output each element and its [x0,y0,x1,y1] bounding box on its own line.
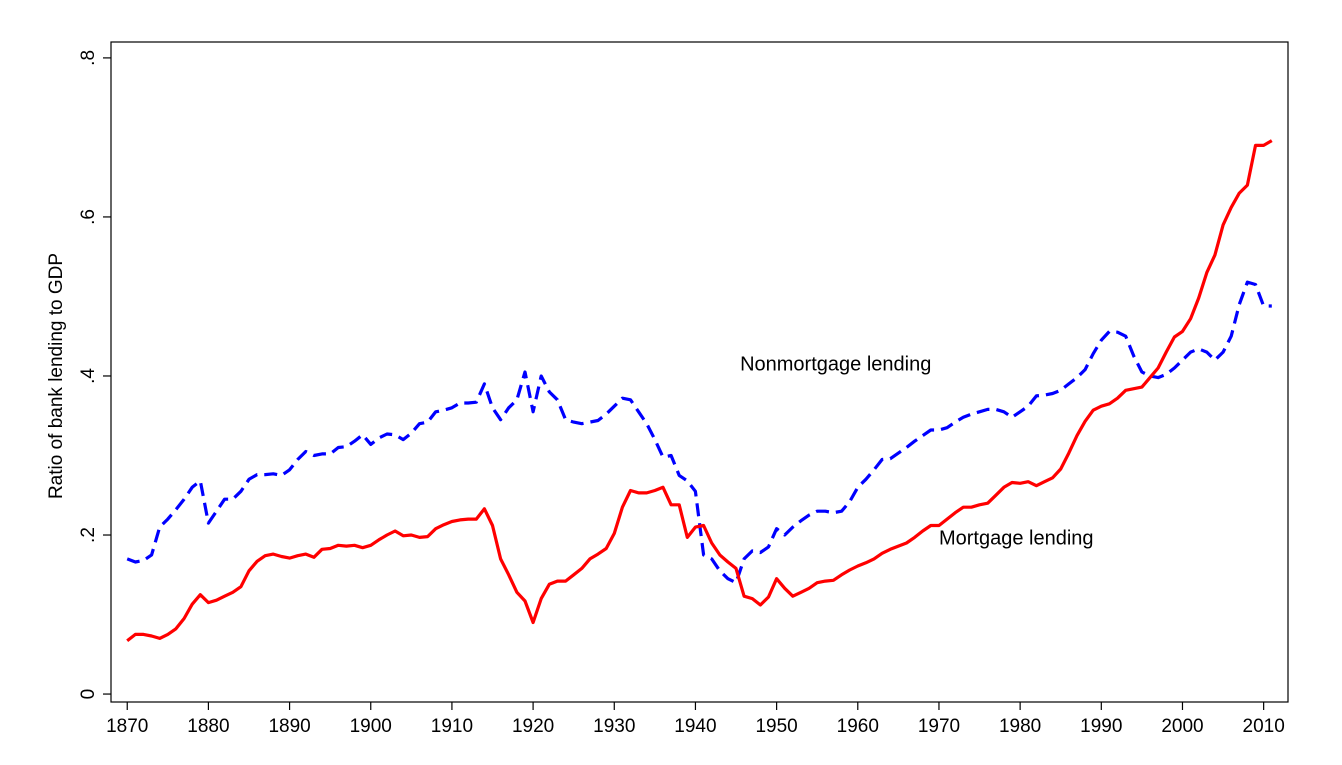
y-tick-label-1: .2 [78,527,99,543]
x-tick-label-1890: 1890 [268,716,310,737]
y-axis-title: Ratio of bank lending to GDP [46,253,67,499]
annotation-nonmortgage-lending: Nonmortgage lending [740,353,931,375]
x-tick-label-1900: 1900 [350,716,392,737]
x-tick-label-1970: 1970 [918,716,960,737]
annotation-mortgage-lending: Mortgage lending [939,528,1094,550]
x-tick-label-1920: 1920 [512,716,554,737]
x-tick-label-1940: 1940 [674,716,716,737]
x-tick-label-1980: 1980 [999,716,1041,737]
x-tick-label-1880: 1880 [187,716,229,737]
y-tick-label-0: 0 [78,689,99,700]
x-tick-label-1960: 1960 [837,716,879,737]
series-layer [126,139,1273,643]
x-tick-label-1930: 1930 [593,716,635,737]
y-tick-label-4: .8 [78,50,99,66]
y-tick-label-3: .6 [78,209,99,225]
x-tick-label-1870: 1870 [106,716,148,737]
y-tick-label-2: .4 [78,368,99,384]
axes-layer: 1870 1880 1890 1900 1910 1920 1930 1940 1950 1960… [78,50,1285,737]
x-tick-label-2010: 2010 [1243,716,1285,737]
x-tick-label-1990: 1990 [1080,716,1122,737]
nonmortgage-lending-line [126,280,1272,585]
frame-layer [110,41,1289,703]
mortgage-lending-line [126,139,1273,643]
x-tick-label-2000: 2000 [1161,716,1203,737]
plot-frame [110,41,1289,703]
x-tick-label-1950: 1950 [755,716,797,737]
x-tick-label-1910: 1910 [431,716,473,737]
